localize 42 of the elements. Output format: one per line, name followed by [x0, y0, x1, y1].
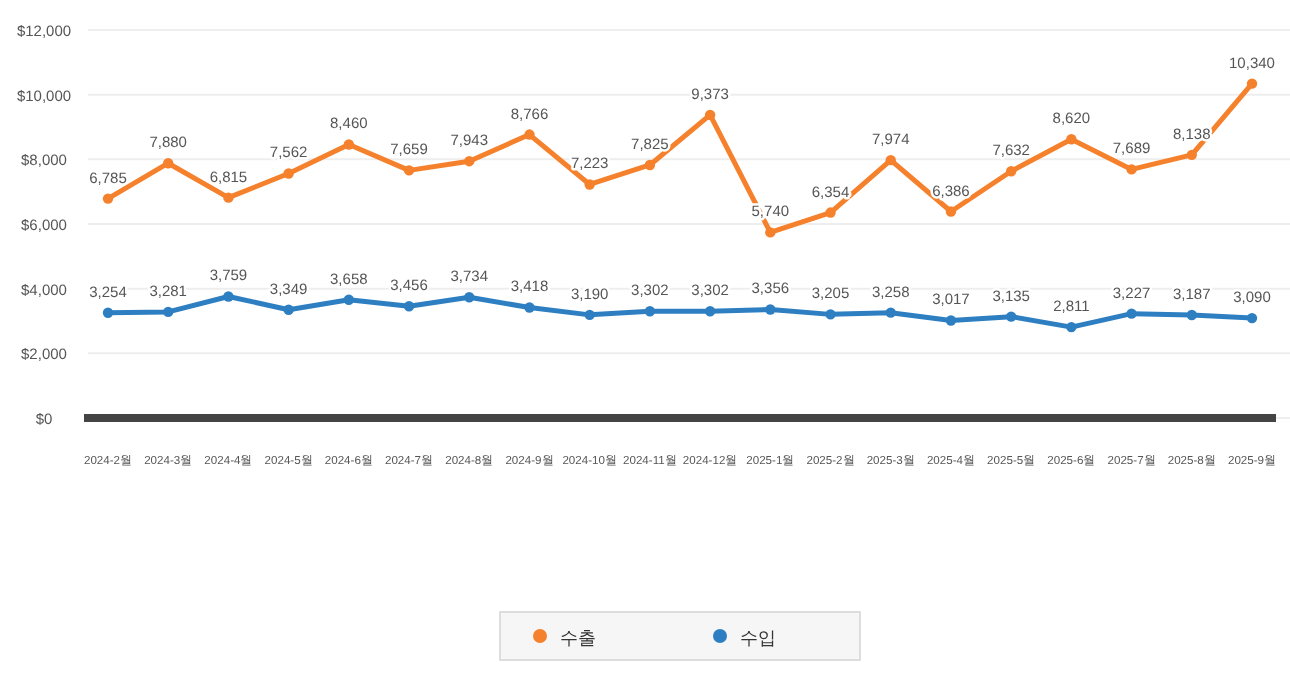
point — [885, 307, 896, 318]
point — [524, 129, 535, 140]
point — [704, 109, 716, 121]
point — [464, 155, 475, 167]
point — [704, 306, 716, 317]
point — [403, 301, 415, 312]
point — [403, 165, 415, 176]
point — [885, 154, 896, 166]
point — [644, 306, 656, 317]
point — [825, 309, 836, 320]
point — [1126, 308, 1137, 319]
legend-label: 수입 — [740, 628, 776, 648]
point — [343, 294, 355, 305]
point — [1066, 134, 1077, 145]
point — [1246, 78, 1258, 89]
point — [644, 159, 656, 171]
point — [102, 193, 114, 204]
point — [1126, 164, 1137, 175]
point — [1005, 311, 1017, 322]
point — [584, 179, 595, 190]
point — [1186, 149, 1197, 161]
point — [102, 307, 114, 318]
point — [945, 206, 957, 217]
point — [825, 207, 836, 218]
point — [1066, 321, 1077, 333]
point — [765, 304, 776, 315]
point — [283, 168, 294, 179]
point — [765, 227, 776, 238]
point — [223, 192, 234, 203]
point — [584, 309, 595, 321]
point — [343, 139, 355, 150]
legend-label: 수출 — [560, 628, 596, 648]
point — [524, 302, 535, 313]
point — [163, 306, 174, 318]
point — [1005, 166, 1017, 177]
point — [283, 304, 294, 315]
point — [1246, 312, 1258, 324]
point — [223, 291, 234, 302]
point — [464, 292, 475, 303]
point — [1186, 309, 1197, 321]
point — [945, 315, 957, 326]
point — [163, 158, 174, 169]
